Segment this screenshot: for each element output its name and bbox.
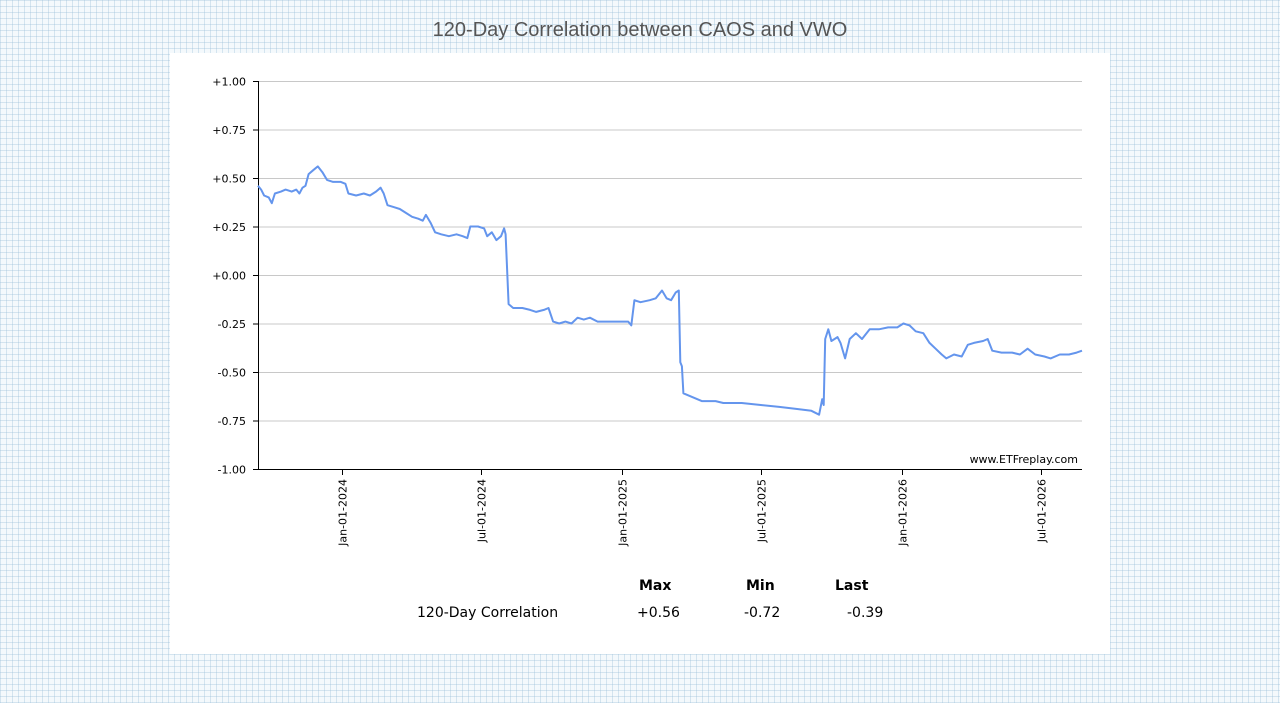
y-tick-labels: +1.00 +0.75 +0.50 +0.25 +0.00 -0.25 -0.50 -0.75… bbox=[212, 76, 246, 477]
watermark: www.ETFreplay.com bbox=[970, 453, 1078, 466]
chart-panel: +1.00 +0.75 +0.50 +0.25 +0.00 -0.25 -0.50 -0.75… bbox=[170, 53, 1110, 654]
x-tick-label: Jul-01-2026 bbox=[1036, 479, 1049, 543]
x-tick-label: Jul-01-2025 bbox=[756, 479, 769, 543]
correlation-chart: +1.00 +0.75 +0.50 +0.25 +0.00 -0.25 -0.50 -0.75… bbox=[212, 76, 1083, 547]
grid-layer bbox=[258, 81, 1082, 422]
axis-layer bbox=[253, 81, 1082, 475]
series-layer bbox=[257, 165, 1083, 416]
y-tick-label: +0.00 bbox=[212, 270, 246, 283]
x-tick-labels: Jan-01-2024 Jul-01-2024 Jan-01-2025 Jul-01-… bbox=[337, 479, 1049, 547]
y-tick-label: -1.00 bbox=[218, 464, 246, 477]
y-tick-label: +0.50 bbox=[212, 173, 246, 186]
x-tick-label: Jan-01-2025 bbox=[617, 479, 630, 547]
y-tick-label: +1.00 bbox=[212, 76, 246, 89]
x-tick-label: Jul-01-2024 bbox=[476, 479, 489, 543]
chart-title: 120-Day Correlation between CAOS and VWO bbox=[432, 19, 848, 41]
x-tick-label: Jan-01-2024 bbox=[337, 479, 350, 547]
y-tick-label: +0.25 bbox=[212, 221, 246, 234]
y-tick-label: +0.75 bbox=[212, 124, 246, 137]
series-line bbox=[257, 165, 1083, 416]
y-tick-label: -0.75 bbox=[218, 415, 246, 428]
y-tick-label: -0.50 bbox=[218, 367, 246, 380]
x-tick-label: Jan-01-2026 bbox=[897, 479, 910, 547]
y-tick-label: -0.25 bbox=[218, 318, 246, 331]
